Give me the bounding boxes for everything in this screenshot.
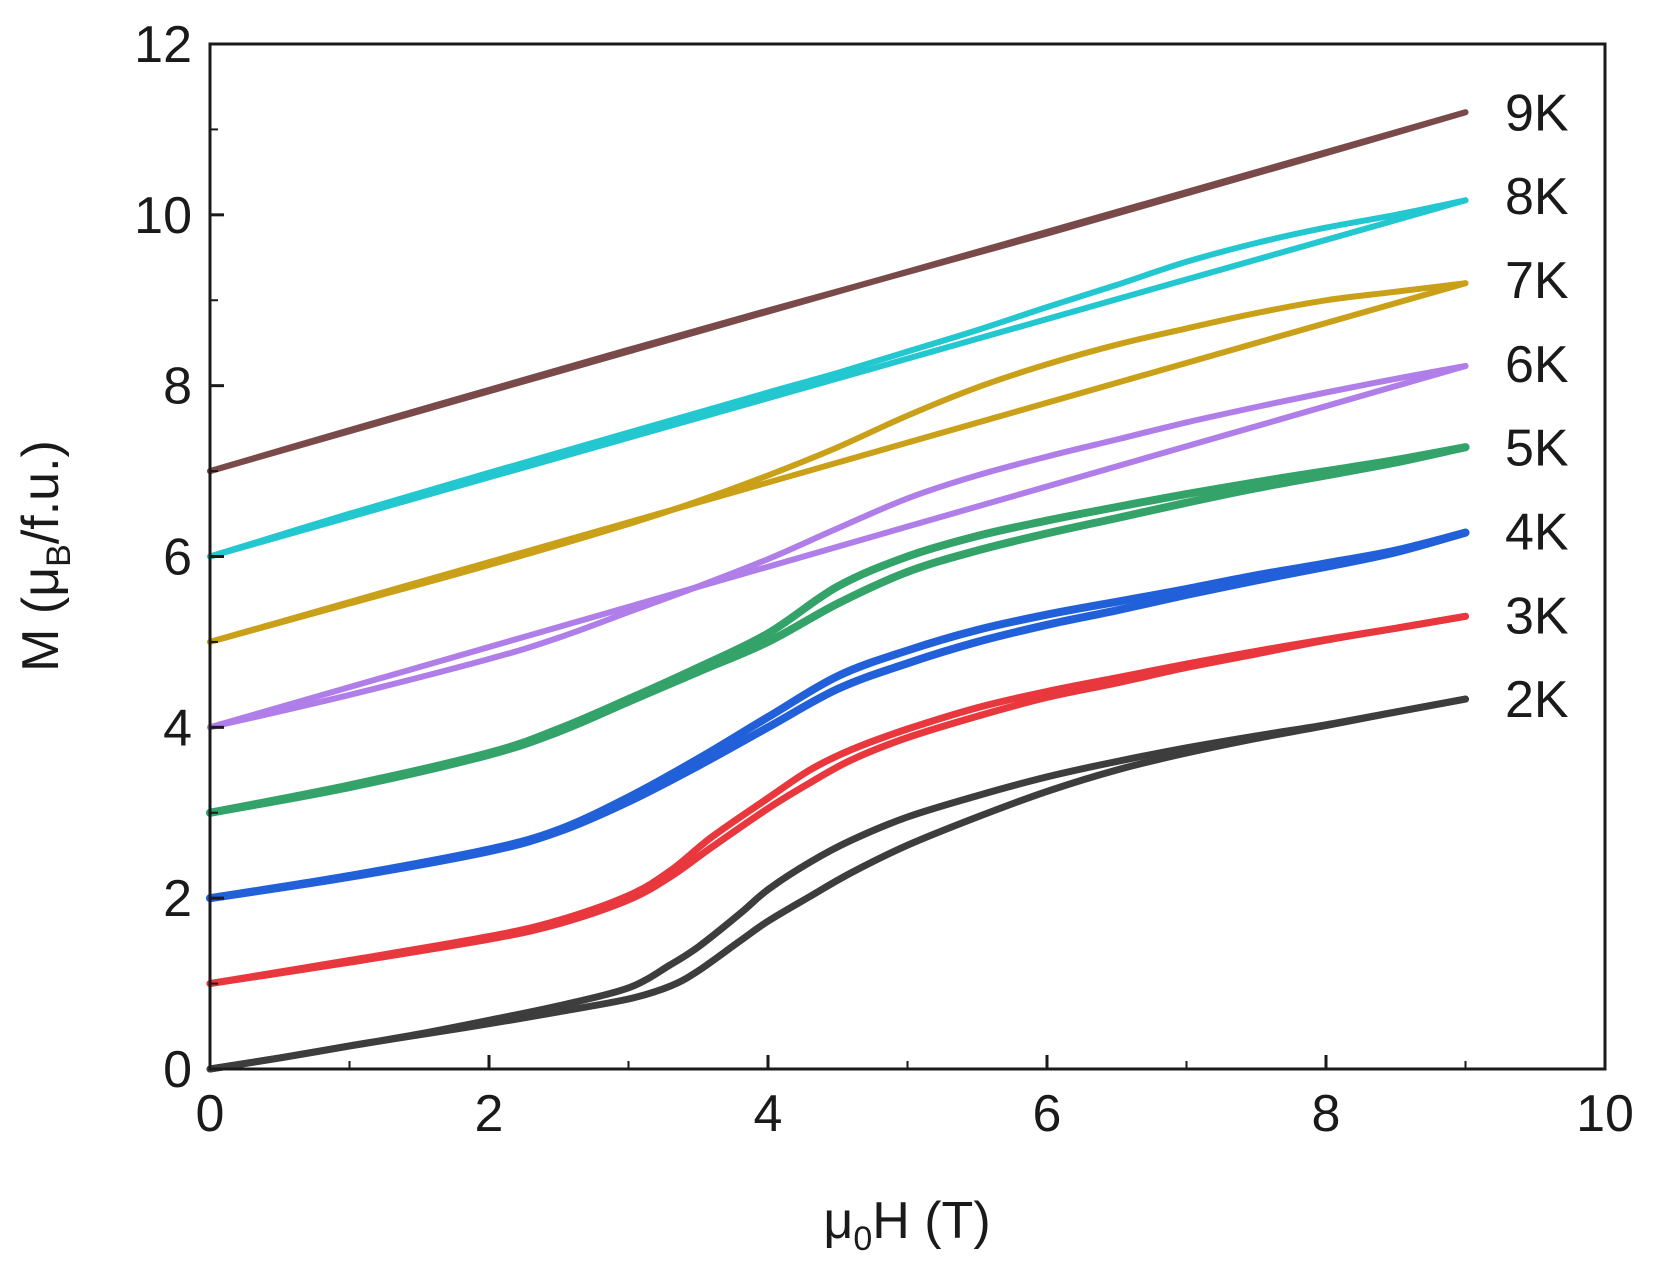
- series-9k-down-sweep: [207, 109, 1469, 475]
- x-tick-label: 8: [1312, 1085, 1341, 1143]
- x-tick-label: 4: [754, 1085, 783, 1143]
- x-axis-title: μ0H (T): [823, 1192, 990, 1258]
- series-2k-down-sweep: [206, 695, 1469, 1073]
- series-8k-down-sweep: [207, 197, 1469, 560]
- tick-layer: 0 2 4 6 8 10 0 2 4 6 8 10 12: [134, 16, 1634, 1143]
- x-tick-label: 6: [1033, 1085, 1062, 1143]
- y-tick-label: 12: [134, 16, 192, 74]
- series-6k-up-sweep: [207, 363, 1469, 731]
- y-tick-label: 4: [163, 699, 192, 757]
- y-tick-label: 10: [134, 187, 192, 245]
- legend-label-4k: 4K: [1505, 503, 1569, 561]
- x-tick-label: 0: [196, 1085, 225, 1143]
- series-7k-down-sweep: [207, 280, 1469, 645]
- legend-label-3k: 3K: [1505, 587, 1569, 645]
- legend-label-7k: 7K: [1505, 252, 1569, 310]
- y-tick-label: 2: [163, 870, 192, 928]
- series-5k-down-sweep: [206, 443, 1470, 817]
- legend-label-5k: 5K: [1505, 420, 1569, 478]
- series-6k-down-sweep: [207, 363, 1469, 731]
- legend-layer: 9K 8K 7K 6K 5K 4K 3K 2K: [1505, 84, 1569, 729]
- legend-label-9k: 9K: [1505, 84, 1569, 142]
- y-tick-label: 8: [163, 358, 192, 416]
- legend-label-8k: 8K: [1505, 168, 1569, 226]
- series-3k-down-sweep: [206, 612, 1469, 988]
- y-axis-title: M (μB/f.u.): [12, 440, 78, 672]
- y-tick-label: 0: [163, 1041, 192, 1099]
- series-8k-up-sweep: [207, 197, 1469, 560]
- series-4k-down-sweep: [206, 528, 1470, 903]
- legend-label-2k: 2K: [1505, 671, 1569, 729]
- series-layer: [206, 109, 1470, 1073]
- y-tick-label: 6: [163, 529, 192, 587]
- x-tick-label: 10: [1576, 1085, 1634, 1143]
- x-tick-label: 2: [475, 1085, 504, 1143]
- legend-label-6k: 6K: [1505, 336, 1569, 394]
